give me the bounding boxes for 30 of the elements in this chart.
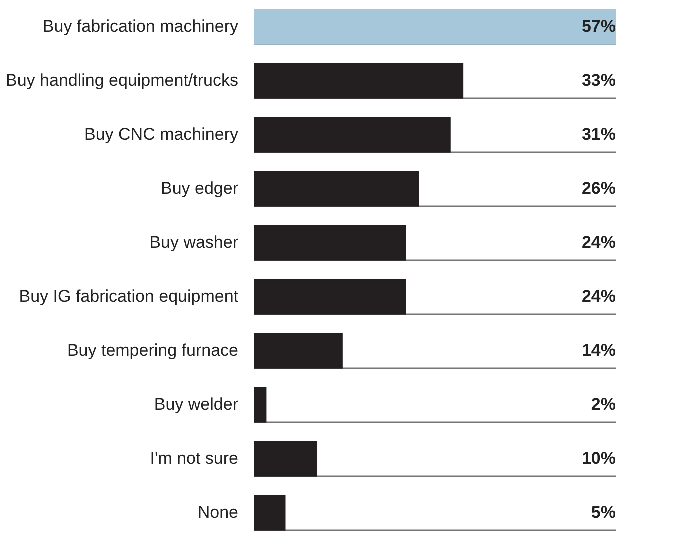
data-label: 5% <box>591 503 616 522</box>
bar <box>254 387 267 423</box>
y-tick-label: Buy IG fabrication equipment <box>19 287 239 306</box>
bar <box>254 333 343 369</box>
data-label: 14% <box>582 341 616 360</box>
data-label: 24% <box>582 287 616 306</box>
y-tick-label: Buy washer <box>150 233 239 252</box>
y-tick-label: Buy fabrication machinery <box>42 17 239 36</box>
bar <box>254 495 286 531</box>
data-label: 31% <box>582 125 616 144</box>
bar <box>254 171 420 207</box>
data-label: 10% <box>582 449 616 468</box>
bar <box>254 117 451 153</box>
data-label: 2% <box>591 395 616 414</box>
y-tick-label: None <box>198 503 238 522</box>
y-tick-label: I'm not sure <box>150 449 238 468</box>
y-tick-label: Buy handling equipment/trucks <box>6 71 238 90</box>
bar <box>254 63 464 99</box>
bar <box>254 279 406 315</box>
data-label: 57% <box>582 17 616 36</box>
bar <box>254 441 318 477</box>
y-tick-label: Buy edger <box>161 179 239 198</box>
bar <box>254 225 406 261</box>
data-label: 33% <box>582 71 616 90</box>
y-tick-label: Buy CNC machinery <box>84 125 239 144</box>
y-tick-label: Buy welder <box>154 395 239 414</box>
y-tick-label: Buy tempering furnace <box>67 341 238 360</box>
data-label: 24% <box>582 233 616 252</box>
bar <box>254 9 616 45</box>
data-label: 26% <box>582 179 616 198</box>
